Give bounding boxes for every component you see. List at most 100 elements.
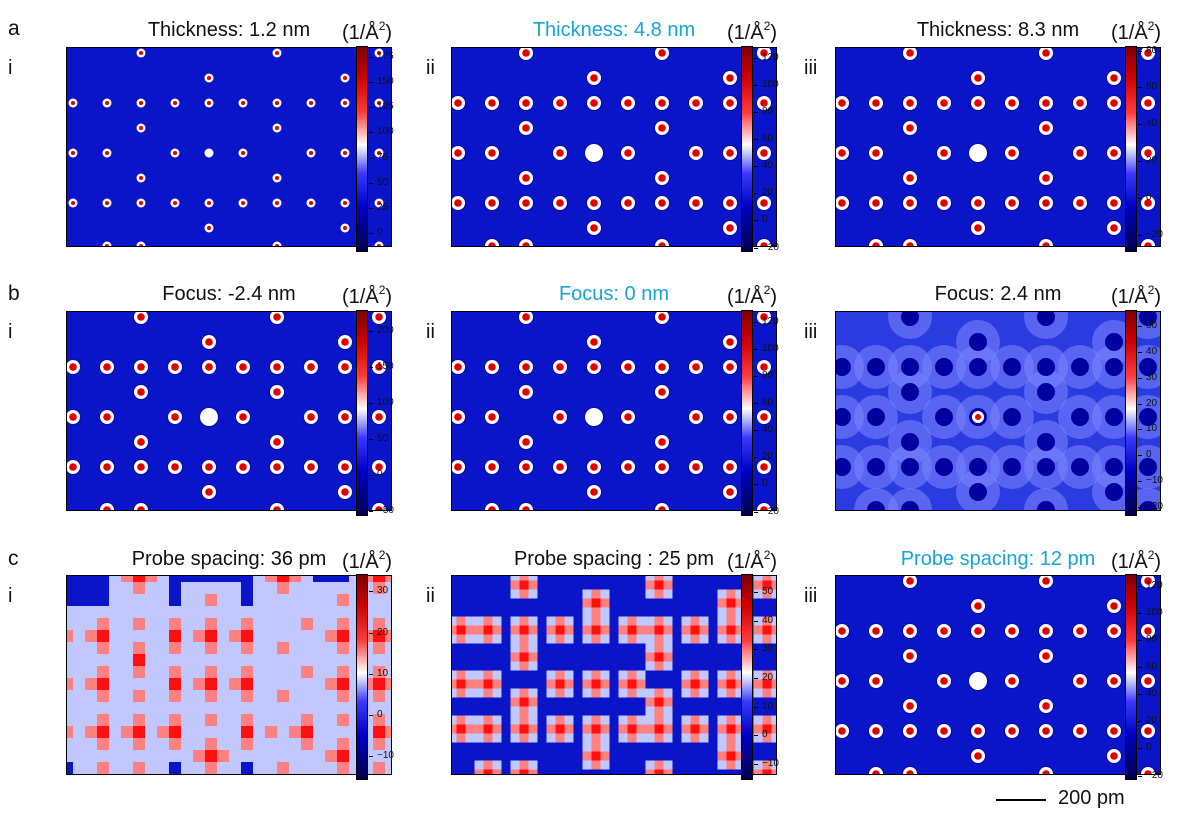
atom-core: [760, 242, 768, 246]
pixel-cell: [663, 769, 673, 774]
unit-superscript: 2: [763, 283, 771, 297]
atom-core: [906, 124, 914, 132]
pixel-cell: [73, 606, 85, 618]
pixel-cell: [229, 654, 241, 666]
pixel-cell: [452, 724, 457, 734]
colorbar: 50 40 30 20 10 0 −10 −20: [1125, 310, 1163, 516]
colorbar: 175 150 125 100 75 50 25 0: [356, 46, 394, 252]
atom-core: [171, 413, 179, 421]
pixel-cell: [385, 762, 391, 774]
pixel-cell: [193, 606, 205, 618]
colorbar-tick: [369, 331, 373, 333]
pixel-cell: [564, 616, 574, 626]
pixel-cell: [582, 625, 592, 635]
pixel-cell: [313, 654, 325, 666]
pixel-cell: [591, 607, 601, 617]
atom-core: [1008, 627, 1016, 635]
pixel-cell: [627, 688, 637, 698]
colorbar-tick-label: 100: [377, 397, 394, 409]
pixel-cell: [456, 625, 466, 635]
atom-core: [1008, 149, 1016, 157]
atom-core: [273, 313, 281, 321]
colorbar-unit-label: (1/Å2): [1111, 283, 1161, 309]
pixel-cell: [145, 642, 157, 654]
pixel-cell: [181, 642, 193, 654]
pixel-cell: [663, 688, 673, 698]
pixel-cell: [452, 688, 457, 698]
pixel-cell: [717, 679, 727, 689]
atom-core: [726, 149, 734, 157]
pixel-cell: [654, 625, 664, 635]
pixel-cell: [301, 618, 313, 630]
pixel-cell: [717, 715, 727, 725]
pixel-cell: [205, 618, 217, 630]
atom-core: [343, 101, 347, 105]
colorbar-tick-label: 20: [1146, 715, 1158, 727]
atom-core: [940, 199, 948, 207]
pixel-cell: [555, 670, 565, 680]
pixel-cell: [654, 652, 664, 662]
atom-core: [309, 101, 313, 105]
pixel-cell: [452, 616, 457, 626]
pixel-cell: [337, 702, 349, 714]
pixel-cell: [289, 654, 301, 666]
pixel-cell: [85, 678, 97, 690]
atom-core: [658, 99, 666, 107]
pixel-cell: [169, 714, 181, 726]
pixel-cell: [181, 714, 193, 726]
pixel-cell: [385, 606, 391, 618]
pixel-cell: [229, 618, 241, 630]
pixel-cell: [385, 618, 391, 630]
pixel-cell: [301, 774, 313, 775]
colorbar-tick: [754, 430, 758, 432]
pixel-cell: [301, 594, 313, 606]
atom-core: [207, 101, 211, 105]
pixel-cell: [85, 750, 97, 762]
pixel-cell: [121, 774, 133, 775]
pixel-cell: [564, 724, 574, 734]
pixel-cell: [726, 598, 736, 608]
pixel-cell: [726, 751, 736, 761]
atom-core: [1139, 458, 1157, 476]
atom-core: [454, 413, 462, 421]
unit-close: ): [385, 22, 393, 44]
pixel-cell: [618, 679, 628, 689]
pixel-cell: [289, 702, 301, 714]
pixel-cell: [121, 738, 133, 750]
colorbar-tick-label: 120: [1146, 579, 1163, 591]
pixel-cell: [133, 618, 145, 630]
pixel-cell: [85, 714, 97, 726]
colorbar: 120 100 80 60 40 20 0 −20: [1125, 574, 1163, 780]
pixel-cell: [157, 630, 169, 642]
colorbar-tick-label: 0: [762, 729, 768, 741]
pixel-cell: [762, 625, 772, 635]
atom-core: [760, 413, 768, 421]
pixel-cell: [337, 666, 349, 678]
pixel-cell: [97, 666, 109, 678]
pixel-cell: [519, 576, 529, 581]
pixel-cell: [241, 666, 253, 678]
pixel-cell: [564, 733, 574, 743]
pixel-cell: [253, 654, 265, 666]
colorbar-tick: [369, 367, 373, 369]
atom-core: [239, 363, 247, 371]
pixel-cell: [663, 634, 673, 644]
pixel-cell: [121, 606, 133, 618]
pixel-cell: [452, 634, 457, 644]
atom-core: [1042, 174, 1050, 182]
pixel-cell: [582, 670, 592, 680]
pixel-cell: [205, 654, 217, 666]
atom-core: [974, 224, 982, 232]
atom-core: [556, 149, 564, 157]
pixel-cell: [492, 715, 502, 725]
pixel-cell: [654, 634, 664, 644]
pixel-cell: [109, 618, 121, 630]
atom-core: [590, 363, 598, 371]
pixel-cell: [277, 762, 289, 774]
atom-core: [171, 463, 179, 471]
pixel-cell: [265, 606, 277, 618]
atom-core: [275, 126, 279, 130]
atom-core: [556, 463, 564, 471]
pixel-cell: [181, 762, 193, 774]
pixel-cell: [289, 750, 301, 762]
